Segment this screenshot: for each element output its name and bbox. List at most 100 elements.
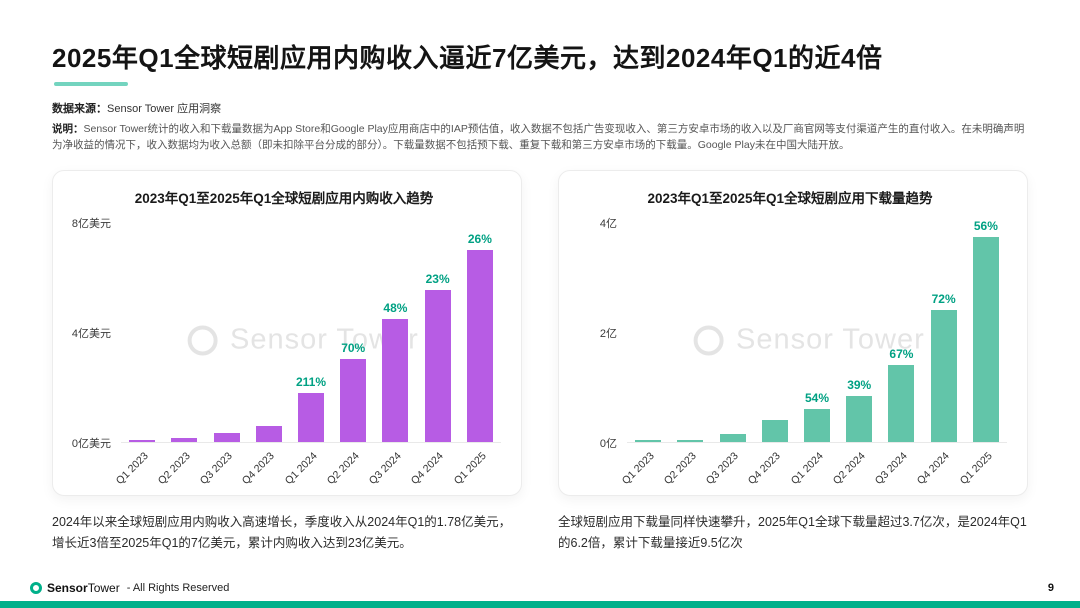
- x-tick-cell: Q1 2023: [114, 443, 163, 491]
- x-tick-cell: Q2 2024: [325, 443, 374, 491]
- x-tick-cell: Q2 2023: [156, 443, 205, 491]
- bar-column: [248, 421, 290, 442]
- downloads-plot-area: Sensor Tower 54% 39% 67% 72% 56% Q1 2023 Q2 2…: [620, 220, 1007, 491]
- x-tick-cell: Q3 2023: [198, 443, 247, 491]
- bar-column: 26%: [459, 232, 501, 442]
- x-tick-cell: Q4 2023: [746, 443, 796, 491]
- page-title: 2025年Q1全球短剧应用内购收入逼近7亿美元，达到2024年Q1的近4倍: [52, 43, 883, 73]
- x-tick-cell: Q2 2024: [831, 443, 880, 491]
- x-tick-label: Q1 2023: [619, 449, 657, 487]
- bar: [930, 310, 957, 442]
- bar-column: [205, 428, 247, 442]
- x-tick-cell: Q3 2023: [704, 443, 753, 491]
- note-label: 说明：: [52, 123, 84, 135]
- revenue-chart-body: 8亿美元 4亿美元 0亿美元 Sensor Tower 211% 70% 48% 23% 2…: [67, 218, 501, 491]
- bar-column: 48%: [374, 301, 416, 442]
- y-tick-label: 8亿美元: [71, 217, 111, 230]
- bar: [803, 408, 830, 442]
- footer: SensorTower - All Rights Reserved 9: [30, 581, 1054, 595]
- bar: [888, 365, 915, 442]
- bar: [340, 359, 367, 442]
- bar-column: [754, 415, 796, 442]
- x-tick-label: Q1 2023: [113, 449, 151, 487]
- data-source-line: 数据来源：Sensor Tower 应用洞察: [52, 100, 1028, 116]
- page-number: 9: [1047, 582, 1054, 594]
- growth-percent-label: 56%: [973, 218, 998, 233]
- downloads-x-axis: Q1 2023 Q2 2023 Q3 2023 Q4 2023 Q1 2024 Q2 20…: [620, 443, 1007, 491]
- bar-column: 56%: [965, 220, 1007, 442]
- x-tick-cell: Q3 2024: [367, 443, 416, 491]
- growth-percent-label: 72%: [931, 292, 956, 307]
- growth-percent-label: 48%: [383, 301, 408, 316]
- x-tick-cell: Q3 2024: [873, 443, 922, 491]
- bar-column: [627, 435, 669, 442]
- bar-column: [121, 435, 163, 442]
- bottom-accent-bar: [0, 601, 1080, 608]
- bar: [677, 439, 704, 442]
- revenue-bars: 211% 70% 48% 23% 26%: [121, 223, 501, 443]
- x-tick-cell: Q1 2025: [957, 443, 1007, 491]
- brand-name-bold: Sensor: [47, 581, 88, 595]
- source-value: Sensor Tower 应用洞察: [107, 103, 222, 115]
- bar-column: 54%: [796, 392, 838, 442]
- growth-percent-label: 39%: [847, 377, 872, 392]
- growth-percent-label: 54%: [804, 390, 829, 405]
- bar: [129, 439, 156, 442]
- x-tick-cell: Q2 2023: [662, 443, 711, 491]
- revenue-chart-card: 2023年Q1至2025年Q1全球短剧应用内购收入趋势 8亿美元 4亿美元 0亿美元…: [52, 169, 522, 496]
- bar-column: 211%: [290, 376, 332, 442]
- revenue-chart-title: 2023年Q1至2025年Q1全球短剧应用内购收入趋势: [134, 190, 434, 206]
- downloads-bars: 54% 39% 67% 72% 56%: [627, 220, 1007, 443]
- bar: [424, 290, 451, 442]
- bar: [213, 433, 240, 442]
- bar-column: [711, 429, 753, 442]
- y-tick-label: 4亿美元: [71, 327, 111, 340]
- bar-column: [163, 433, 205, 442]
- revenue-caption: 2024年以来全球短剧应用内购收入高速增长，季度收入从2024年Q1的1.78亿…: [52, 514, 512, 550]
- x-tick-cell: Q4 2024: [409, 443, 459, 491]
- bar: [171, 438, 198, 442]
- y-tick-label: 0亿美元: [71, 437, 111, 450]
- y-tick-label: 0亿: [599, 437, 617, 450]
- x-tick-cell: Q1 2024: [788, 443, 838, 491]
- note-line: 说明：Sensor Tower统计的收入和下载量数据为App Store和Goo…: [52, 121, 1028, 154]
- x-tick-cell: Q1 2024: [282, 443, 332, 491]
- growth-percent-label: 26%: [467, 232, 492, 247]
- bar: [382, 319, 409, 442]
- bar: [635, 440, 662, 442]
- x-tick-cell: Q4 2024: [915, 443, 965, 491]
- sensor-tower-logo-icon: [30, 582, 42, 594]
- note-text: Sensor Tower统计的收入和下载量数据为App Store和Google…: [52, 123, 1025, 152]
- bar-column: 67%: [880, 347, 922, 442]
- title-accent-underline: [54, 82, 128, 86]
- bar: [719, 433, 746, 442]
- downloads-chart-title: 2023年Q1至2025年Q1全球短剧应用下载量趋势: [647, 190, 933, 206]
- source-label: 数据来源：: [52, 103, 107, 115]
- x-tick-cell: Q4 2023: [240, 443, 290, 491]
- downloads-y-axis: 4亿 2亿 0亿: [573, 218, 627, 450]
- bar: [972, 236, 999, 442]
- captions-row: 2024年以来全球短剧应用内购收入高速增长，季度收入从2024年Q1的1.78亿…: [52, 512, 1028, 555]
- downloads-chart-body: 4亿 2亿 0亿 Sensor Tower 54% 39% 67% 72% 56% Q1 2…: [573, 218, 1007, 491]
- bar-column: 23%: [417, 272, 459, 442]
- x-tick-cell: Q1 2025: [451, 443, 501, 491]
- growth-percent-label: 23%: [425, 272, 450, 287]
- bar: [846, 395, 873, 442]
- bar-column: 70%: [332, 342, 374, 442]
- y-tick-label: 2亿: [599, 327, 617, 340]
- bar-column: 39%: [838, 379, 880, 442]
- brand-name-regular: Tower: [87, 581, 120, 595]
- growth-percent-label: 67%: [889, 347, 914, 362]
- revenue-y-axis: 8亿美元 4亿美元 0亿美元: [67, 218, 121, 450]
- revenue-x-axis: Q1 2023 Q2 2023 Q3 2023 Q4 2023 Q1 2024 Q2 20…: [114, 443, 501, 491]
- bar: [255, 425, 282, 442]
- x-tick-cell: Q1 2023: [620, 443, 669, 491]
- downloads-chart-card: 2023年Q1至2025年Q1全球短剧应用下载量趋势 4亿 2亿 0亿 Sensor…: [558, 169, 1028, 496]
- bar: [761, 420, 788, 442]
- revenue-plot-area: Sensor Tower 211% 70% 48% 23% 26% Q1 2023 Q2 …: [114, 223, 501, 491]
- bar: [466, 250, 493, 442]
- rights-text: - All Rights Reserved: [126, 582, 230, 594]
- bar-column: [669, 435, 711, 442]
- bar: [297, 392, 324, 442]
